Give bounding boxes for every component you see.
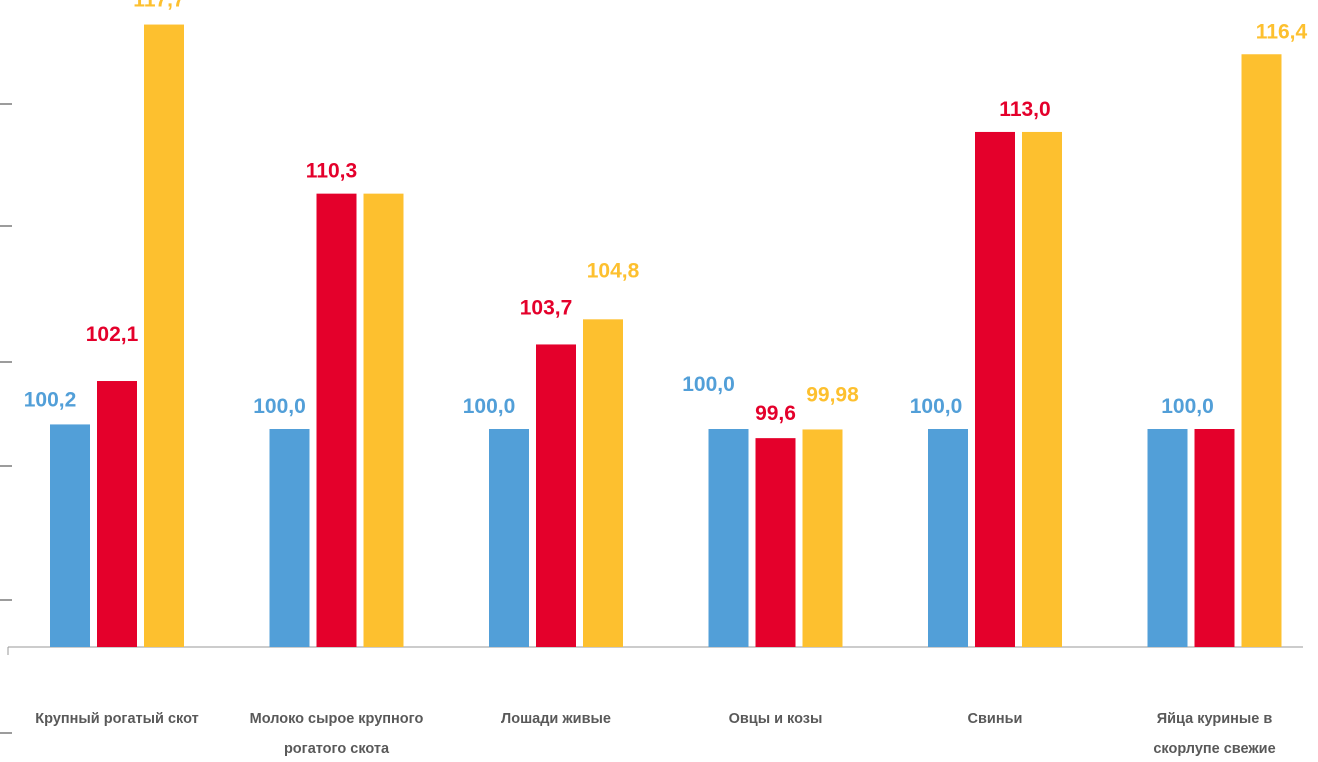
- data-label: 104,8: [587, 259, 640, 282]
- bar: [755, 438, 796, 647]
- category-label: Крупный рогатый скот: [35, 711, 198, 727]
- data-label: 117,7: [133, 0, 184, 12]
- bar-group: 100,0 103,7 104,8: [463, 259, 640, 647]
- bar-group: 100,0 113,0: [910, 98, 1062, 647]
- data-label: 100,0: [463, 395, 516, 418]
- bar-group: 100,2 102,1 117,7: [24, 0, 185, 648]
- data-label: 100,0: [1161, 395, 1214, 418]
- data-label: 103,7: [520, 296, 573, 319]
- data-label: 100,2: [24, 388, 77, 411]
- bar: [928, 429, 968, 647]
- bar: [363, 193, 404, 647]
- data-label: 113,0: [999, 98, 1050, 121]
- bar: [802, 429, 843, 647]
- bar: [1147, 429, 1188, 647]
- bar: [583, 319, 623, 647]
- bar-group: 100,0 110,3: [253, 160, 404, 647]
- category-label: Овцы и козы: [729, 711, 823, 727]
- category-label: Яйца куриные в скорлупе свежие: [1153, 711, 1275, 757]
- data-label: 116,4: [1256, 20, 1308, 43]
- bar: [97, 381, 137, 647]
- bar: [1194, 429, 1235, 647]
- bar: [536, 344, 576, 647]
- bar: [50, 424, 90, 647]
- data-label: 110,3: [306, 160, 357, 183]
- data-label: 100,0: [682, 373, 735, 396]
- data-label: 100,0: [253, 395, 306, 418]
- category-label: Лошади живые: [501, 711, 611, 727]
- bar: [269, 429, 310, 647]
- bar: [1241, 54, 1282, 647]
- bar: [489, 429, 529, 647]
- category-label: Молоко сырое крупного рогатого скота: [250, 711, 424, 757]
- bar: [1022, 131, 1062, 647]
- data-label: 99,6: [755, 402, 796, 425]
- data-label: 100,0: [910, 395, 963, 418]
- data-label: 102,1: [86, 323, 139, 346]
- bar: [708, 429, 749, 647]
- bar: [144, 24, 184, 648]
- bar-group: 100,0 99,6 99,98: [682, 373, 859, 647]
- bar: [316, 193, 357, 647]
- bar: [975, 131, 1015, 647]
- bar-group: 100,0 116,4: [1147, 20, 1308, 647]
- data-label: 99,98: [806, 383, 859, 406]
- category-label: Свиньи: [968, 711, 1023, 727]
